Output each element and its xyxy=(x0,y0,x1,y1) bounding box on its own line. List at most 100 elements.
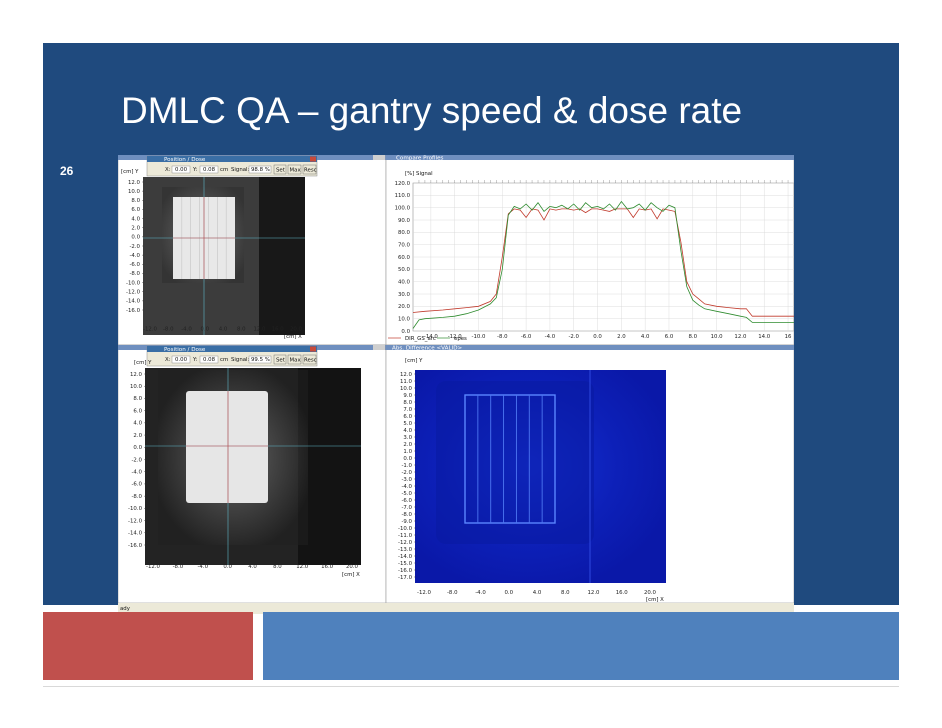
y-tick-label: 100.0 xyxy=(395,205,411,211)
y-tick-label: 30.0 xyxy=(398,292,411,298)
legend-series-2: epes xyxy=(454,336,467,342)
x-tick-label: -12.0 xyxy=(146,564,161,570)
x-value: 0.00 xyxy=(175,167,188,173)
y-tick-label: 8.0 xyxy=(131,198,140,204)
x-label: X: xyxy=(165,357,171,363)
y-tick-label: 9.0 xyxy=(403,393,412,399)
y-value: 0.08 xyxy=(203,167,216,173)
unit-label: cm xyxy=(220,357,228,363)
y-tick-label: -4.0 xyxy=(401,484,412,490)
x-tick-label: 14.0 xyxy=(758,334,771,340)
x-tick-label: -8.0 xyxy=(497,334,508,340)
x-tick-label: 0.0 xyxy=(593,334,602,340)
y-tick-label: 0.0 xyxy=(401,329,410,335)
rescale-button[interactable] xyxy=(302,164,317,175)
x-tick-label: 12.0 xyxy=(253,327,266,333)
y-field[interactable] xyxy=(199,165,219,174)
y-unit-label: [cm] Y xyxy=(134,360,152,366)
x-tick-label: 0.0 xyxy=(223,564,232,570)
x-tick-label: 12.0 xyxy=(296,564,309,570)
y-tick-label: 40.0 xyxy=(398,279,411,285)
y-field[interactable] xyxy=(199,355,219,364)
y-tick-label: -17.0 xyxy=(398,575,413,581)
y-tick-label: 4.0 xyxy=(403,428,412,434)
x-tick-label: -10.0 xyxy=(472,334,487,340)
y-tick-label: 11.0 xyxy=(400,379,413,385)
x-tick-label: -14.0 xyxy=(424,334,439,340)
x-tick-label: -12.0 xyxy=(417,590,432,596)
x-tick-label: 6.0 xyxy=(665,334,674,340)
y-tick-label: -14.0 xyxy=(126,299,141,305)
x-tick-label: -2.0 xyxy=(568,334,579,340)
y-tick-label: 8.0 xyxy=(403,400,412,406)
x-tick-label: 8.0 xyxy=(237,327,246,333)
y-label: Y: xyxy=(192,357,198,363)
rescale-button[interactable] xyxy=(302,354,317,365)
x-tick-label: 12.0 xyxy=(734,334,747,340)
x-tick-label: 20.0 xyxy=(346,564,359,570)
set-button-label: Set xyxy=(276,168,285,174)
set-button[interactable] xyxy=(273,164,287,175)
chart-title: Compare Profiles xyxy=(396,156,444,162)
close-icon[interactable] xyxy=(310,156,316,162)
y-tick-label: -8.0 xyxy=(131,494,142,500)
top-left-window: Position / Dose X: 0.00 Y: 0.08 cm Signa… xyxy=(118,155,387,346)
x-tick-label: 8.0 xyxy=(273,564,282,570)
x-tick-label: 12.0 xyxy=(587,590,600,596)
x-tick-label: 4.0 xyxy=(248,564,257,570)
y-tick-label: -4.0 xyxy=(131,470,142,476)
close-icon[interactable] xyxy=(310,346,316,352)
y-tick-label: 60.0 xyxy=(398,255,411,261)
x-value: 0.00 xyxy=(175,357,188,363)
signal-field[interactable] xyxy=(248,355,272,364)
y-tick-label: 10.0 xyxy=(398,316,411,322)
y-tick-label: 0.0 xyxy=(133,445,142,451)
x-tick-label: -6.0 xyxy=(521,334,532,340)
window-controls[interactable] xyxy=(373,345,385,350)
x-tick-label: 10.0 xyxy=(711,334,724,340)
x-tick-label: 0.0 xyxy=(504,590,513,596)
y-tick-label: 20.0 xyxy=(398,304,411,310)
y-tick-label: -2.0 xyxy=(401,470,412,476)
signal-field[interactable] xyxy=(248,165,272,174)
title-bar[interactable] xyxy=(386,345,794,350)
x-tick-label: 20.0 xyxy=(644,590,657,596)
window-controls[interactable] xyxy=(373,155,385,160)
profile-chart-window: Compare Profiles [%] Signal 120.0 110.0 10… xyxy=(385,155,794,346)
y-tick-label: -2.0 xyxy=(131,457,142,463)
signal-label: Signal: xyxy=(231,167,250,173)
x-tick-label: 16.0 xyxy=(616,590,629,596)
signal-value: 99.5 % xyxy=(251,357,270,363)
x-label: X: xyxy=(165,167,171,173)
y-tick-label: 80.0 xyxy=(398,230,411,236)
x-tick-label: 8.0 xyxy=(689,334,698,340)
set-button[interactable] xyxy=(273,354,287,365)
x-field[interactable] xyxy=(171,165,191,174)
footer-divider xyxy=(43,686,899,687)
max-button[interactable] xyxy=(287,164,302,175)
y-tick-label: 110.0 xyxy=(395,193,411,199)
title-bar[interactable] xyxy=(386,155,794,160)
legend-series-1: DIR_GS_arc xyxy=(405,336,436,342)
x-field[interactable] xyxy=(171,355,191,364)
y-tick-label: 120.0 xyxy=(395,181,411,187)
y-tick-label: -11.0 xyxy=(398,533,413,539)
unit-label: cm xyxy=(220,167,228,173)
y-tick-label: -5.0 xyxy=(401,491,412,497)
y-tick-label: -12.0 xyxy=(398,540,413,546)
x-tick-label: 8.0 xyxy=(561,590,570,596)
y-tick-label: 50.0 xyxy=(398,267,411,273)
y-tick-label: 6.0 xyxy=(133,408,142,414)
x-unit-label: [cm] X xyxy=(342,572,360,578)
y-unit-label: [cm] Y xyxy=(405,358,423,364)
x-tick-label: -8.0 xyxy=(447,590,458,596)
max-button[interactable] xyxy=(287,354,302,365)
software-screenshot: Position / Dose X: 0.00 Y: 0.08 cm Signa… xyxy=(118,155,794,614)
y-tick-label: -4.0 xyxy=(129,253,140,259)
set-button-label: Set xyxy=(276,358,285,364)
status-bar xyxy=(118,603,794,614)
y-tick-label: 8.0 xyxy=(133,396,142,402)
x-tick-label: 4.0 xyxy=(533,590,542,596)
y-tick-label: -6.0 xyxy=(131,482,142,488)
y-tick-label: 12.0 xyxy=(400,372,413,378)
